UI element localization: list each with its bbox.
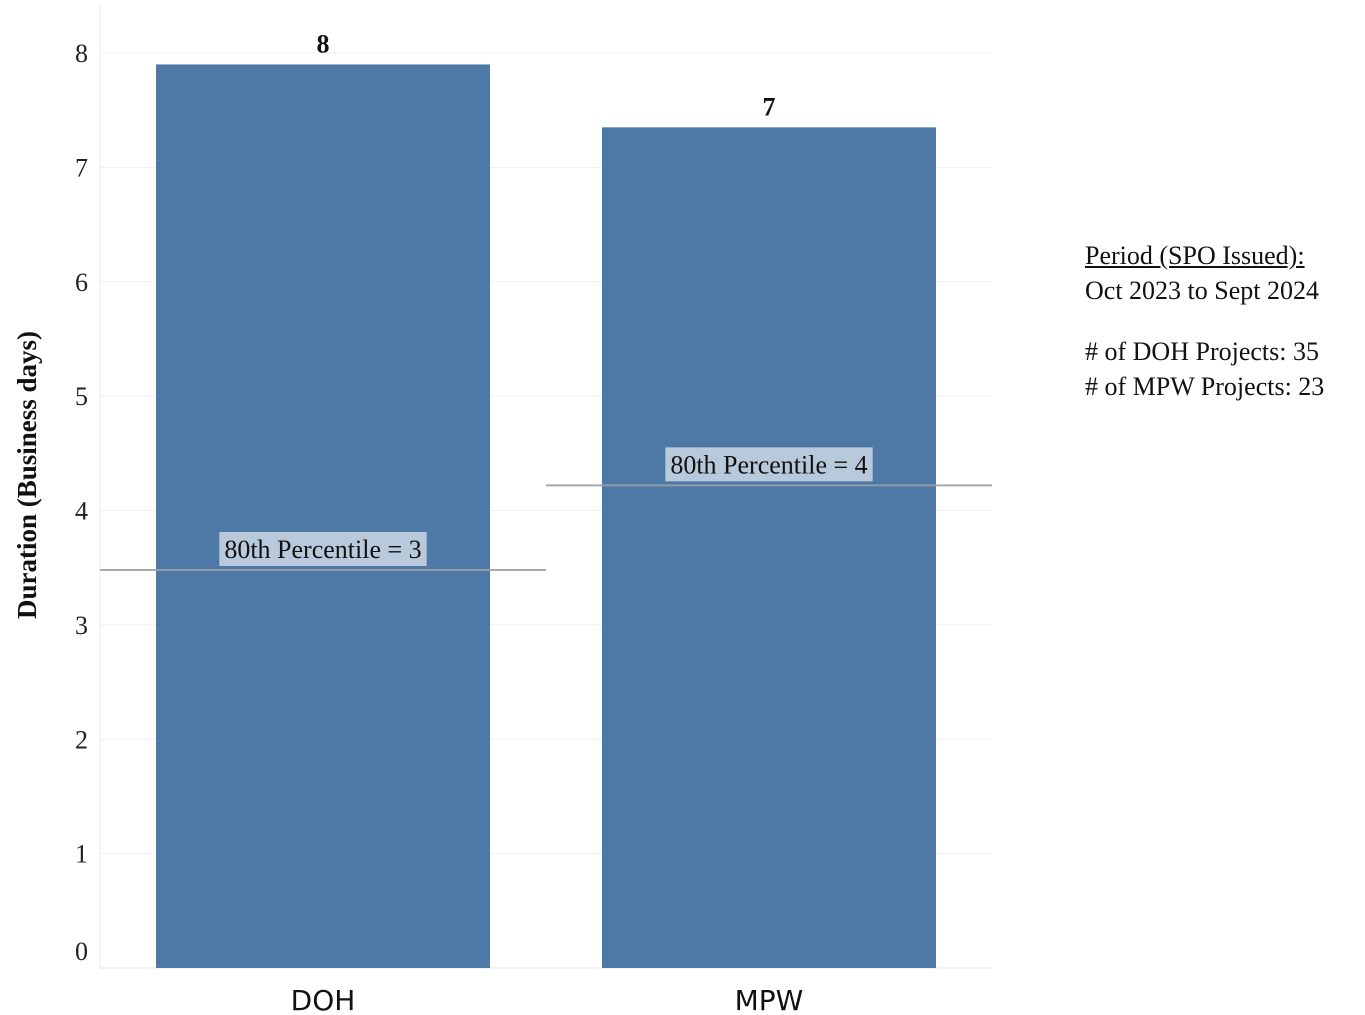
bars <box>156 64 936 968</box>
y-tick-label-4: 4 <box>75 497 88 526</box>
data-label-mpw: 7 <box>763 92 776 121</box>
y-tick-label-8: 8 <box>75 39 88 68</box>
y-axis: 0 1 2 3 4 5 6 7 8 <box>75 39 88 966</box>
period-heading: Period (SPO Issued): <box>1085 241 1305 270</box>
reference-label-bg-mpw <box>665 447 873 482</box>
reference-label-mpw: 80th Percentile = 4 <box>670 450 867 479</box>
reference-label-bg-doh <box>219 531 427 566</box>
y-tick-label-0: 0 <box>75 937 88 966</box>
bar-doh <box>156 64 490 968</box>
x-tick-label-mpw: MPW <box>735 984 804 1015</box>
reference-lines: 80th Percentile = 3 80th Percentile = 4 <box>100 447 992 571</box>
y-tick-label-1: 1 <box>75 840 88 869</box>
y-tick-label-2: 2 <box>75 725 88 754</box>
reference-label-doh: 80th Percentile = 3 <box>224 535 421 564</box>
info-panel: Period (SPO Issued): Oct 2023 to Sept 20… <box>1085 238 1324 404</box>
period-value: Oct 2023 to Sept 2024 <box>1085 276 1319 305</box>
y-tick-label-5: 5 <box>75 382 88 411</box>
y-tick-label-6: 6 <box>75 268 88 297</box>
x-tick-label-doh: DOH <box>291 984 356 1015</box>
y-axis-title: Duration (Business days) <box>12 331 42 619</box>
doh-project-count: # of DOH Projects: 35 <box>1085 337 1319 366</box>
y-tick-label-3: 3 <box>75 611 88 640</box>
labels: 8 DOH 7 MPW <box>291 29 804 1015</box>
bar-mpw <box>602 127 936 968</box>
y-tick-label-7: 7 <box>75 153 88 182</box>
data-label-doh: 8 <box>317 29 330 58</box>
mpw-project-count: # of MPW Projects: 23 <box>1085 372 1325 401</box>
spacer <box>1085 308 1324 334</box>
